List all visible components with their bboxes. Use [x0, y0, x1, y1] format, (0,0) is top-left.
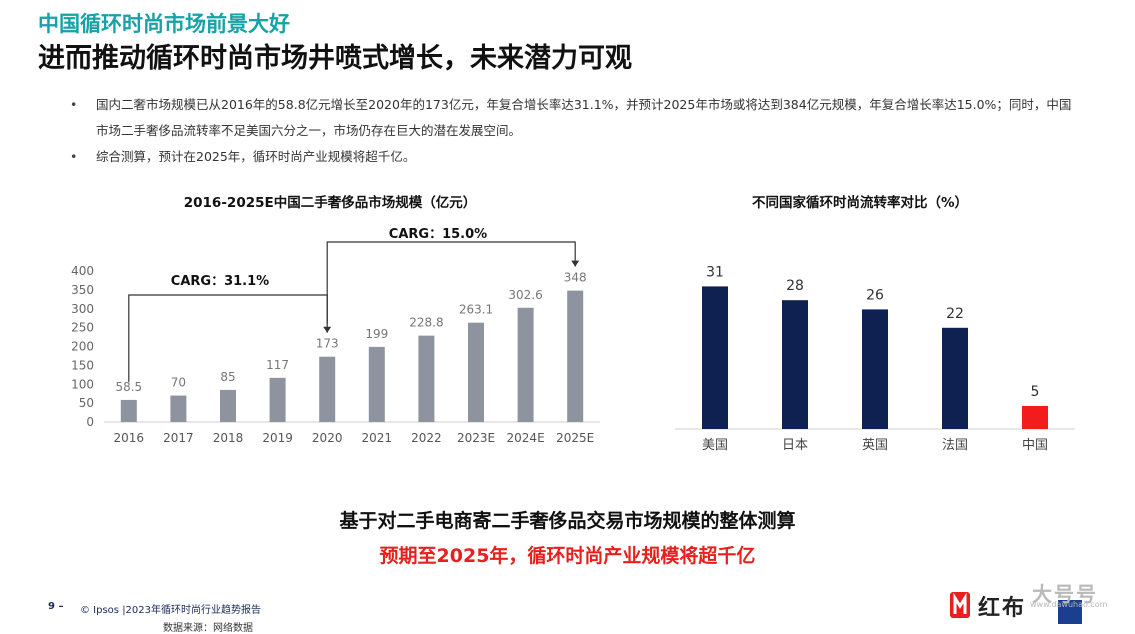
data-label: 199 — [365, 327, 388, 341]
data-label: 302.6 — [508, 288, 542, 302]
x-tick-label: 2020 — [312, 431, 343, 445]
bar — [782, 300, 808, 429]
x-tick-label: 法国 — [942, 438, 968, 453]
chart-title: 不同国家循环时尚流转率对比（%） — [752, 194, 968, 211]
watermark-url: www.dawuhao.com — [1030, 600, 1108, 609]
bullet-list: 国内二奢市场规模已从2016年的58.8亿元增长至2020年的173亿元，年复合… — [70, 92, 1075, 170]
bar — [269, 377, 286, 422]
bar — [220, 389, 236, 422]
bar — [702, 286, 728, 429]
y-tick-label: 200 — [71, 340, 94, 354]
x-tick-label: 美国 — [702, 438, 728, 453]
x-tick-label: 2021 — [362, 431, 393, 445]
cagr-annotations: CARG：31.1% CARG：15.0% — [128, 227, 580, 382]
data-source: 数据来源：网络数据 — [163, 623, 253, 634]
data-label: 22 — [946, 306, 964, 322]
y-tick-label: 100 — [71, 377, 94, 391]
bars — [120, 290, 584, 422]
data-label: 5 — [1031, 384, 1040, 400]
footer-source: © Ipsos |2023年循环时尚行业趋势报告 — [80, 605, 262, 616]
watermark: 大号号 — [1032, 582, 1098, 606]
data-label: 28 — [786, 278, 804, 294]
data-label: 228.8 — [409, 316, 443, 330]
conclusion-line-2: 预期至2025年，循环时尚产业规模将超千亿 — [379, 545, 756, 567]
data-label: 263.1 — [459, 303, 493, 317]
x-tick-label: 2017 — [163, 431, 194, 445]
y-tick-label: 0 — [86, 415, 94, 429]
x-tick-label: 2016 — [114, 431, 145, 445]
bar — [368, 346, 385, 422]
y-tick-label: 50 — [79, 396, 94, 410]
data-label: 70 — [171, 376, 186, 390]
cagr-label: CARG：31.1% — [171, 274, 269, 289]
data-label: 348 — [564, 271, 587, 285]
x-axis-labels: 2016 2017 2018 2019 2020 2021 2022 2023E 2024E 20… — [114, 431, 595, 445]
data-label: 117 — [266, 358, 289, 372]
x-tick-label: 2024E — [507, 431, 545, 445]
bar — [1022, 406, 1048, 429]
data-label: 26 — [866, 287, 884, 303]
x-tick-label: 2023E — [457, 431, 495, 445]
bar — [170, 395, 187, 422]
x-tick-label: 日本 — [782, 438, 808, 453]
brand-logo-icon — [950, 592, 1082, 624]
page-subtitle: 中国循环时尚市场前景大好 — [38, 12, 290, 36]
y-tick-label: 300 — [71, 302, 94, 316]
x-axis-labels: 美国 日本 英国 法国 中国 — [702, 438, 1048, 453]
turnover-rate-bar-chart: 不同国家循环时尚流转率对比（%） 31 28 26 22 5 美国 日本 英国 法国 中国 — [675, 194, 1075, 453]
data-label: 31 — [706, 264, 724, 280]
data-label: 58.5 — [115, 380, 142, 394]
bar — [862, 309, 888, 429]
y-tick-label: 250 — [71, 321, 94, 335]
x-tick-label: 2018 — [213, 431, 244, 445]
chart-title: 2016-2025E中国二手奢侈品市场规模（亿元） — [184, 194, 476, 211]
y-axis: 0 50 100 150 200 250 300 350 400 — [71, 264, 600, 429]
brand-logo-text: 红布 — [978, 596, 1027, 621]
cagr-bracket — [326, 241, 576, 323]
value-labels: 31 28 26 22 5 — [706, 264, 1039, 400]
x-tick-label: 英国 — [862, 438, 888, 453]
bar — [319, 356, 336, 422]
bars — [675, 286, 1075, 430]
page-title: 进而推动循环时尚市场井喷式增长，未来潜力可观 — [38, 43, 632, 74]
arrow-head-icon — [323, 326, 332, 333]
y-tick-label: 350 — [71, 283, 94, 297]
data-label: 85 — [220, 370, 235, 384]
bar — [120, 399, 137, 422]
cagr-bracket — [128, 294, 328, 382]
market-size-bar-chart: 2016-2025E中国二手奢侈品市场规模（亿元） 0 50 100 150 200 25… — [71, 194, 600, 445]
y-tick-label: 400 — [71, 264, 94, 278]
y-tick-label: 150 — [71, 358, 94, 372]
bar — [468, 322, 484, 422]
arrow-head-icon — [571, 260, 580, 267]
x-tick-label: 2019 — [262, 431, 293, 445]
bullet-item: 综合测算，预计在2025年，循环时尚产业规模将超千亿。 — [70, 144, 1075, 170]
x-tick-label: 2025E — [556, 431, 594, 445]
x-tick-label: 中国 — [1022, 438, 1048, 453]
data-label: 173 — [316, 337, 339, 351]
x-tick-label: 2022 — [411, 431, 442, 445]
bar — [567, 290, 584, 422]
cagr-label: CARG：15.0% — [389, 227, 487, 242]
value-labels: 58.5 70 85 117 173 199 228.8 263.1 302.6 348 — [115, 271, 586, 394]
bar — [517, 307, 534, 422]
bar — [418, 335, 435, 422]
page-number: 9 – — [48, 601, 64, 612]
bullet-item: 国内二奢市场规模已从2016年的58.8亿元增长至2020年的173亿元，年复合… — [70, 92, 1075, 144]
conclusion-line-1: 基于对二手电商寄二手奢侈品交易市场规模的整体测算 — [339, 510, 796, 532]
bar — [942, 327, 968, 429]
